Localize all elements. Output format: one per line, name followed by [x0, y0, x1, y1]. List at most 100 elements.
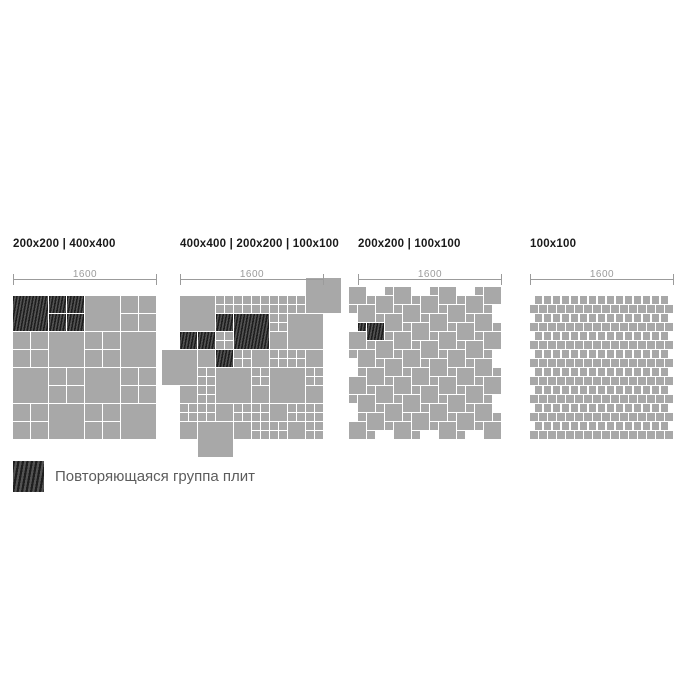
paving-tile — [534, 386, 543, 394]
paving-tile — [593, 305, 601, 313]
paving-tile — [602, 305, 610, 313]
paving-tile — [638, 359, 646, 367]
paving-tile — [466, 386, 483, 403]
paving-tile — [484, 350, 492, 358]
paving-tile — [651, 314, 660, 322]
paving-tile — [484, 377, 501, 394]
paving-tile — [484, 287, 501, 304]
paving-tile — [548, 305, 556, 313]
paving-tile — [385, 287, 393, 295]
paving-tile — [597, 314, 606, 322]
paving-tile — [385, 422, 393, 430]
paving-tile — [620, 341, 628, 349]
paving-tile — [647, 359, 655, 367]
paving-tile — [457, 413, 474, 430]
paving-tile — [575, 341, 583, 349]
paving-tile — [552, 332, 561, 340]
paving-tile — [367, 368, 384, 385]
paving-tile — [297, 350, 305, 358]
paving-tile — [439, 350, 447, 358]
paving-tile — [647, 377, 655, 385]
paving-tile — [367, 341, 375, 349]
paving-tile — [602, 341, 610, 349]
paving-tile — [306, 386, 323, 403]
paving-tile — [548, 341, 556, 349]
paving-tile — [561, 332, 570, 340]
paving-tile — [552, 296, 561, 304]
paving-tile — [620, 323, 628, 331]
paving-tile — [207, 413, 215, 421]
paving-tile — [31, 350, 48, 367]
paving-tile — [385, 332, 393, 340]
paving-tile — [225, 296, 233, 304]
paving-tile — [394, 287, 411, 304]
paving-tile — [665, 431, 673, 439]
paving-tile — [660, 314, 669, 322]
paving-tile — [103, 350, 120, 367]
paving-tile — [297, 305, 305, 313]
paving-tile — [588, 314, 597, 322]
paving-tile — [484, 305, 492, 313]
paving-tile — [557, 341, 565, 349]
paving-tile — [570, 314, 579, 322]
paving-tile — [593, 359, 601, 367]
paving-tile — [103, 404, 120, 421]
paving-tile — [189, 404, 197, 412]
paving-tile — [651, 368, 660, 376]
paving-tile — [270, 332, 287, 349]
paving-tile — [270, 323, 278, 331]
paving-tile — [660, 386, 669, 394]
paving-tile — [315, 431, 323, 439]
paving-tile — [279, 314, 287, 322]
paving-tile — [615, 368, 624, 376]
paving-tile — [270, 359, 278, 367]
paving-tile — [31, 332, 48, 349]
paving-tile — [570, 332, 579, 340]
paving-tile — [543, 404, 552, 412]
paving-tile — [67, 368, 84, 385]
paving-tile — [624, 332, 633, 340]
paving-tile — [579, 386, 588, 394]
paving-tile — [162, 350, 197, 385]
paving-tile — [403, 323, 411, 331]
repeating-group-tile — [216, 314, 233, 331]
paving-tile — [557, 431, 565, 439]
paving-tile — [530, 323, 538, 331]
paving-tile — [103, 332, 120, 349]
paving-tile — [475, 359, 492, 376]
paving-tile — [252, 377, 260, 385]
paving-tile — [243, 296, 251, 304]
paving-tile — [243, 359, 251, 367]
paving-tile — [121, 296, 138, 313]
paving-tile — [647, 431, 655, 439]
paving-tile — [439, 377, 456, 394]
paving-tile — [611, 431, 619, 439]
paving-tile — [457, 386, 465, 394]
diagram-title: 100x100 — [530, 238, 577, 250]
paving-tile — [207, 377, 215, 385]
paving-tile — [588, 332, 597, 340]
paving-tile — [660, 350, 669, 358]
paving-tile — [548, 431, 556, 439]
paving-tile — [385, 359, 402, 376]
paving-tile — [385, 404, 402, 421]
paving-tile — [31, 404, 48, 421]
paving-tile — [430, 287, 438, 295]
paving-tile — [624, 350, 633, 358]
paving-tile — [606, 386, 615, 394]
paving-tile — [642, 296, 651, 304]
paving-tile — [484, 395, 492, 403]
paving-tile — [198, 413, 206, 421]
paving-tile — [620, 377, 628, 385]
paving-tile — [457, 431, 465, 439]
paving-tile — [593, 413, 601, 421]
paving-tile — [121, 332, 156, 367]
paving-tile — [629, 413, 637, 421]
paving-tile — [543, 368, 552, 376]
paving-tile — [642, 350, 651, 358]
paving-tile — [180, 413, 188, 421]
paving-tile — [358, 395, 375, 412]
paving-tile — [656, 323, 664, 331]
dimension-tick-left — [358, 274, 359, 285]
paving-tile — [198, 377, 206, 385]
